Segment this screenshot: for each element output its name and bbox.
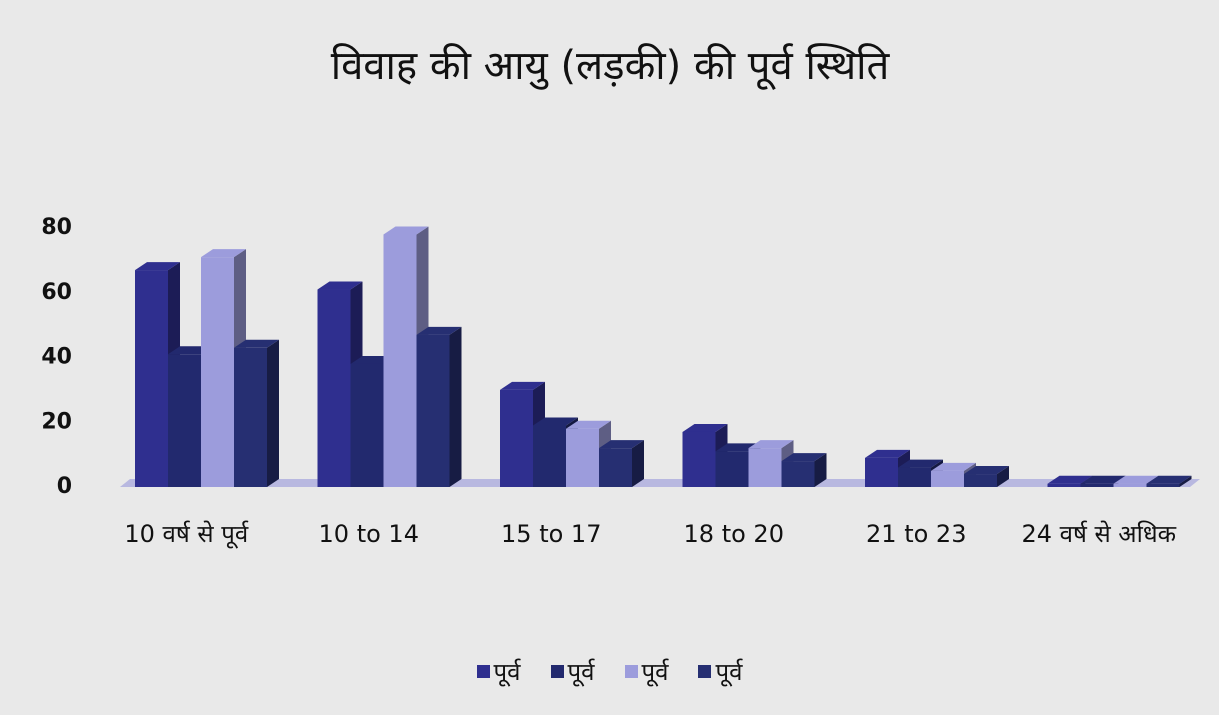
bar-top (1113, 475, 1159, 484)
legend: पूर्व पूर्व पूर्व पूर्व (0, 655, 1219, 688)
bar (500, 389, 533, 487)
x-tick-label: 24 वर्ष से अधिक (1021, 520, 1177, 548)
bar (1047, 483, 1081, 487)
legend-swatch (476, 665, 490, 678)
bar-top (898, 459, 943, 468)
bar-top (416, 326, 462, 335)
bar (201, 257, 234, 487)
legend-label: पूर्व (715, 658, 743, 686)
y-tick-label: 80 (41, 215, 72, 240)
y-tick-label: 0 (57, 474, 72, 499)
x-tick-label: 15 to 17 (501, 520, 602, 548)
x-tick-label: 10 वर्ष से पूर्व (124, 520, 249, 548)
bar-side (997, 466, 1009, 487)
bar-top (1146, 475, 1192, 484)
bar (1146, 483, 1180, 487)
legend-label: पूर्व (641, 658, 669, 686)
legend-item: पूर्व (624, 655, 669, 688)
bar-top (383, 226, 429, 235)
bar-top (599, 440, 644, 449)
bar (748, 448, 782, 487)
legend-item: पूर्व (698, 655, 742, 688)
bar (865, 457, 898, 487)
legend-swatch (698, 665, 712, 678)
bar-top (566, 420, 611, 429)
bar-top (964, 466, 1009, 475)
bar-top (865, 449, 910, 458)
legend-label: पूर्व (567, 658, 595, 686)
bar (931, 470, 964, 487)
y-tick-label: 20 (41, 409, 72, 434)
bar-side (632, 440, 644, 487)
bar-top (234, 339, 279, 348)
bar-top (500, 381, 545, 390)
bar (1080, 483, 1114, 487)
bar-top (135, 262, 180, 271)
bar-side (267, 339, 279, 487)
bar (383, 234, 417, 487)
bar (317, 289, 351, 487)
bar-top (317, 281, 363, 290)
bar (964, 474, 997, 487)
floor (120, 479, 1200, 487)
bar (781, 461, 815, 487)
bar-side (814, 453, 827, 487)
bar (350, 363, 384, 487)
bar-top (1080, 475, 1126, 484)
bar-top (533, 417, 578, 426)
bar (234, 347, 267, 487)
bar-top (931, 462, 976, 471)
bar (566, 428, 599, 487)
bar-top (781, 453, 827, 462)
bar-top (201, 249, 246, 258)
chart-title: विवाह की आयु (लड़की) की पूर्व स्थिति (330, 43, 890, 89)
bar (416, 334, 450, 487)
bar-side (449, 326, 462, 487)
legend-item: पूर्व (476, 655, 521, 688)
x-tick-label: 18 to 20 (683, 520, 784, 548)
legend-item: पूर्व (550, 655, 595, 688)
legend-label: पूर्व (493, 658, 521, 686)
bar (898, 467, 931, 487)
bar (599, 448, 632, 487)
bar (168, 354, 201, 487)
bar-side (1179, 475, 1192, 487)
bar (715, 451, 749, 487)
bar (1113, 483, 1147, 487)
legend-swatch (550, 665, 564, 678)
y-tick-label: 40 (41, 345, 72, 370)
x-tick-label: 21 to 23 (866, 520, 967, 548)
y-tick-label: 60 (41, 280, 72, 305)
bar (682, 431, 716, 487)
bar (533, 425, 566, 487)
x-tick-label: 10 to 14 (318, 520, 419, 548)
bar (135, 270, 168, 487)
bar-top (1047, 475, 1093, 484)
bar-top (682, 423, 728, 432)
legend-swatch (624, 665, 638, 678)
bar-top (748, 440, 794, 449)
